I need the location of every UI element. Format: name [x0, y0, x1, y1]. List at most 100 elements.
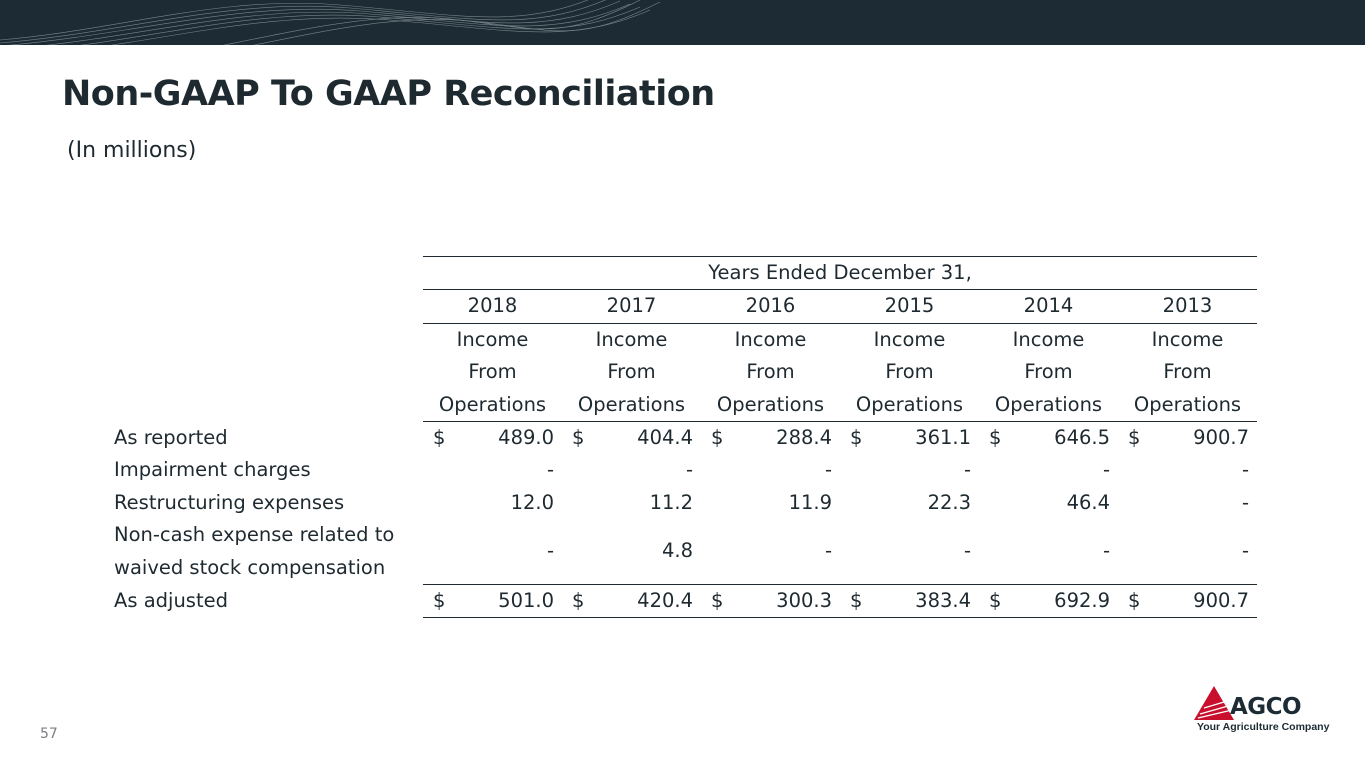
currency-symbol: $ [562, 583, 590, 618]
value-cell: - [1102, 458, 1110, 482]
header-row-metric-2: From From From From From From [112, 356, 1257, 388]
metric-header: Income [595, 327, 668, 351]
currency-symbol [979, 519, 1007, 584]
table-row: As reported $489.0 $404.4 $288.4 $361.1 $646.… [112, 422, 1257, 455]
header-row-metric-1: Income Income Income Income Income Incom… [112, 323, 1257, 356]
metric-header: Operations [840, 388, 979, 423]
banner-wave-pattern [0, 0, 661, 45]
currency-symbol: $ [423, 583, 451, 618]
currency-symbol [1118, 519, 1146, 584]
currency-symbol [423, 454, 451, 486]
value-cell: - [1102, 539, 1110, 563]
value-cell: - [963, 539, 971, 563]
currency-symbol: $ [572, 426, 585, 450]
logo-tagline: Your Agriculture Company [1197, 721, 1330, 733]
currency-symbol [562, 487, 590, 519]
period-header: Years Ended December 31, [423, 255, 1257, 291]
value-cell: - [1241, 458, 1249, 482]
metric-header: From [607, 360, 656, 384]
header-row-period: Years Ended December 31, [112, 255, 1257, 291]
logo-wordmark: AGCO [1230, 694, 1302, 720]
metric-header: Income [456, 327, 529, 351]
value-cell: 420.4 [590, 583, 701, 618]
currency-symbol: $ [840, 583, 868, 618]
table-row: Non-cash expense related to waived stock… [112, 519, 1257, 584]
metric-header: From [1024, 360, 1073, 384]
currency-symbol [1118, 454, 1146, 486]
value-cell: - [824, 539, 832, 563]
value-cell: - [1241, 490, 1249, 514]
top-banner [0, 0, 1365, 45]
value-cell: 501.0 [451, 583, 562, 618]
subtitle-units: (In millions) [67, 138, 197, 163]
value-cell: 692.9 [1007, 583, 1118, 618]
currency-symbol: $ [701, 583, 729, 618]
row-label: As adjusted [114, 588, 228, 612]
metric-header: Income [1151, 327, 1224, 351]
metric-header: Operations [423, 388, 562, 423]
currency-symbol [840, 454, 868, 486]
currency-symbol [562, 454, 590, 486]
value-cell: 900.7 [1193, 426, 1249, 450]
table-row: Restructuring expenses 12.0 11.2 11.9 22.3 46… [112, 487, 1257, 519]
currency-symbol: $ [989, 426, 1002, 450]
currency-symbol: $ [850, 426, 863, 450]
metric-header: From [885, 360, 934, 384]
metric-header: Income [873, 327, 946, 351]
currency-symbol [701, 487, 729, 519]
header-row-years: 2018 2017 2016 2015 2014 2013 [112, 289, 1257, 324]
agco-logo: AGCO Your Agriculture Company [1194, 686, 1330, 738]
year-header: 2016 [701, 289, 840, 324]
value-cell: - [824, 458, 832, 482]
currency-symbol: $ [433, 426, 446, 450]
value-cell: 900.7 [1146, 583, 1257, 618]
metric-header: Income [1012, 327, 1085, 351]
value-cell: 383.4 [868, 583, 979, 618]
value-cell: 288.4 [776, 426, 832, 450]
row-label: Non-cash expense related to waived stock… [114, 523, 395, 579]
metric-header: From [746, 360, 795, 384]
year-header: 2013 [1118, 289, 1257, 324]
year-header: 2018 [423, 289, 562, 324]
page-number: 57 [40, 726, 58, 742]
year-header: 2017 [562, 289, 701, 324]
value-cell: 12.0 [510, 490, 554, 514]
currency-symbol [979, 487, 1007, 519]
currency-symbol [840, 487, 868, 519]
metric-header: Operations [979, 388, 1118, 423]
metric-header: Operations [1118, 388, 1257, 423]
currency-symbol: $ [1128, 426, 1141, 450]
metric-header: Operations [562, 388, 701, 423]
header-row-metric-3: Operations Operations Operations Operati… [112, 388, 1257, 423]
currency-symbol [979, 454, 1007, 486]
row-label: As reported [114, 425, 228, 449]
value-cell: 11.2 [649, 490, 693, 514]
reconciliation-table: Years Ended December 31, 2018 2017 2016 … [112, 255, 1257, 618]
total-row: As adjusted $501.0 $420.4 $300.3 $383.4 $692.… [112, 583, 1257, 618]
currency-symbol: $ [979, 583, 1007, 618]
metric-header: Income [734, 327, 807, 351]
currency-symbol [840, 519, 868, 584]
value-cell: - [963, 458, 971, 482]
value-cell: 361.1 [915, 426, 971, 450]
currency-symbol: $ [1118, 583, 1146, 618]
currency-symbol [1118, 487, 1146, 519]
value-cell: - [1241, 539, 1249, 563]
value-cell: 300.3 [729, 583, 840, 618]
row-label: Impairment charges [114, 458, 311, 482]
row-label: Restructuring expenses [114, 490, 345, 514]
currency-symbol [423, 487, 451, 519]
value-cell: 11.9 [788, 490, 832, 514]
value-cell: - [546, 458, 554, 482]
metric-header: Operations [701, 388, 840, 423]
agco-logo-mark-icon [1194, 686, 1234, 720]
value-cell: - [546, 539, 554, 563]
year-header: 2014 [979, 289, 1118, 324]
value-cell: 4.8 [661, 539, 693, 563]
metric-header: From [1163, 360, 1212, 384]
page-title: Non-GAAP To GAAP Reconciliation [62, 74, 715, 114]
value-cell: 489.0 [498, 426, 554, 450]
currency-symbol [701, 454, 729, 486]
currency-symbol: $ [711, 426, 724, 450]
value-cell: 646.5 [1054, 426, 1110, 450]
